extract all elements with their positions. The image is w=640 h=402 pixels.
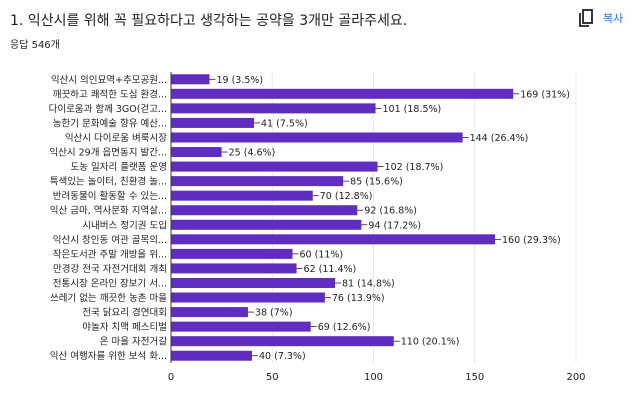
bar xyxy=(171,117,255,128)
x-tick-label: 200 xyxy=(566,372,585,383)
data-label: 60 (11%) xyxy=(300,249,344,260)
category-label: 시내버스 정기권 도입 xyxy=(82,219,167,231)
category-label: 익산시 의인묘역+추모공원... xyxy=(51,74,167,86)
category-label: 익산 여행자를 위한 보석 화... xyxy=(50,350,167,362)
bar xyxy=(171,74,210,85)
bar xyxy=(171,205,358,216)
data-label: 169 (31%) xyxy=(520,89,570,100)
bar xyxy=(171,321,311,332)
data-label: 76 (13.9%) xyxy=(332,293,385,304)
category-label: 야놀자 치맥 페스티벌 xyxy=(82,321,167,333)
data-label: 40 (7.3%) xyxy=(259,351,306,362)
bar xyxy=(171,176,344,187)
category-label: 온 마을 자전거길 xyxy=(100,336,167,348)
category-label: 익산 금마, 역사문화 지역살... xyxy=(50,205,167,217)
category-label: 반려동물이 활동할 수 있는... xyxy=(53,190,167,202)
category-label: 작은도서관 주말 개방을 위... xyxy=(53,248,167,260)
copy-icon xyxy=(579,9,593,27)
category-label: 도농 일자리 플랫폼 운영 xyxy=(71,162,167,173)
category-label: 깨끗하고 쾌적한 도심 환경... xyxy=(53,88,167,100)
bar xyxy=(171,292,325,303)
category-label: 익산시 창인동 여관 골목의... xyxy=(53,234,167,246)
data-label: 81 (14.8%) xyxy=(342,278,395,289)
category-label: 전국 닭요리 경연대회 xyxy=(82,307,167,319)
data-label: 85 (15.6%) xyxy=(350,177,403,188)
data-label: 41 (7.5%) xyxy=(261,118,308,129)
data-label: 38 (7%) xyxy=(255,308,293,319)
data-label: 144 (26.4%) xyxy=(470,133,529,144)
bar xyxy=(171,161,378,172)
x-tick-label: 100 xyxy=(364,372,383,383)
category-label: 농한기 문화예술 향유 예산... xyxy=(53,117,167,129)
category-label: 전통시장 온라인 장보기 서... xyxy=(53,278,167,289)
copy-button[interactable]: 복사 xyxy=(579,9,623,27)
category-label: 익산시 29개 읍면동지 발간... xyxy=(49,147,167,159)
bar xyxy=(171,277,336,288)
data-label: 101 (18.5%) xyxy=(383,104,442,115)
response-count: 응답 546개 xyxy=(10,40,60,51)
x-tick-label: 0 xyxy=(168,372,174,383)
x-tick-label: 150 xyxy=(465,372,484,383)
bar xyxy=(171,132,463,143)
data-label: 102 (18.7%) xyxy=(385,162,444,173)
category-label: 만경강 전국 자전거대회 개최 xyxy=(53,263,167,275)
bar xyxy=(171,219,362,230)
bar xyxy=(171,248,293,259)
data-label: 92 (16.8%) xyxy=(364,206,417,217)
bar xyxy=(171,103,376,114)
category-label: 익산시 다이로움 벼룩시장 xyxy=(65,132,167,144)
bar xyxy=(171,336,394,347)
x-tick-label: 50 xyxy=(266,372,279,383)
data-label: 160 (29.3%) xyxy=(502,235,561,246)
data-label: 69 (12.6%) xyxy=(318,322,371,333)
data-label: 94 (17.2%) xyxy=(368,220,421,231)
category-label: 쓰레기 없는 깨끗한 농촌 마을 xyxy=(50,292,167,304)
category-label: 다이로움과 함께 3GO(걷고... xyxy=(49,103,167,115)
bar xyxy=(171,263,297,274)
data-label: 25 (4.6%) xyxy=(229,148,276,159)
bar xyxy=(171,88,514,99)
copy-label: 복사 xyxy=(603,12,624,25)
bar xyxy=(171,350,252,361)
bar xyxy=(171,234,495,245)
data-label: 110 (20.1%) xyxy=(401,337,460,348)
category-label: 특색있는 놀이터, 친환경 놀... xyxy=(50,176,167,188)
question-title: 1. 익산시를 위해 꼭 필요하다고 생각하는 공약을 3개만 골라주세요. xyxy=(10,13,408,29)
bar xyxy=(171,147,222,158)
data-label: 70 (12.8%) xyxy=(320,191,373,202)
bar xyxy=(171,190,313,201)
bar xyxy=(171,307,248,318)
data-label: 62 (11.4%) xyxy=(304,264,357,275)
data-label: 19 (3.5%) xyxy=(216,75,263,86)
